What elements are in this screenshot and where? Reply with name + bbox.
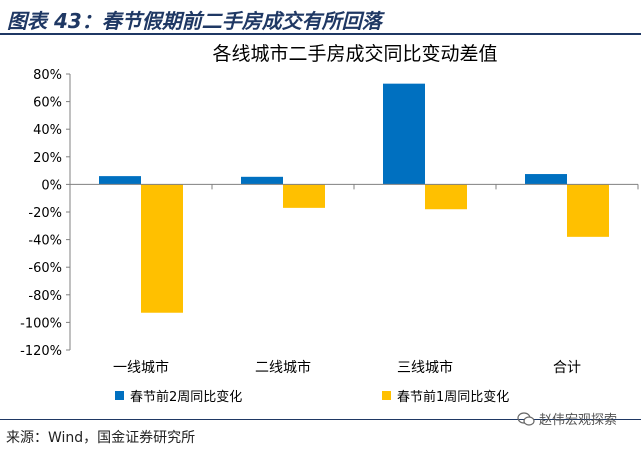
figure-title: 图表 43：春节假期前二手房成交有所回落 [7, 9, 382, 33]
wechat-icon [517, 411, 535, 426]
category-label: 一线城市 [113, 359, 169, 376]
source-note: 来源：Wind，国金证券研究所 [6, 430, 196, 446]
bar-two-weeks [241, 176, 283, 185]
y-tick-label: -60% [28, 261, 62, 276]
y-tick-label: -80% [28, 289, 62, 304]
category-label: 二线城市 [255, 359, 311, 376]
y-tick-label: 20% [33, 151, 62, 166]
watermark-text: 赵伟宏观探索 [538, 413, 617, 428]
legend-swatch [115, 391, 124, 400]
y-tick-label: -100% [20, 316, 62, 331]
legend-label: 春节前2周同比变化 [130, 389, 242, 405]
bar-two-weeks [99, 176, 141, 185]
header-divider [0, 33, 641, 35]
bar-one-week [567, 184, 609, 237]
legend-label: 春节前1周同比变化 [397, 389, 509, 405]
y-tick-label: 80% [33, 68, 62, 83]
bar-chart: 各线城市二手房成交同比变动差值 80% 60% 40% 20% 0% -20% -40% -60… [20, 43, 639, 405]
bar-two-weeks [383, 83, 425, 185]
bar-two-weeks [525, 174, 567, 185]
chart-title: 各线城市二手房成交同比变动差值 [212, 43, 497, 65]
y-tick-label: 60% [33, 96, 62, 111]
bar-one-week [141, 184, 183, 313]
footer-divider [0, 419, 641, 420]
watermark: 赵伟宏观探索 [517, 409, 617, 428]
bar-one-week [425, 184, 467, 210]
figure-header: 图表 43：春节假期前二手房成交有所回落 [0, 0, 641, 35]
y-tick-label: -20% [28, 206, 62, 221]
y-tick-label: -120% [20, 344, 62, 359]
bar-one-week [283, 184, 325, 208]
y-tick-label: 40% [33, 123, 62, 138]
category-label: 三线城市 [397, 359, 453, 376]
y-tick-label: 0% [41, 178, 62, 193]
category-label: 合计 [553, 360, 581, 376]
legend-swatch [382, 391, 391, 400]
y-tick-label: -40% [28, 234, 62, 249]
